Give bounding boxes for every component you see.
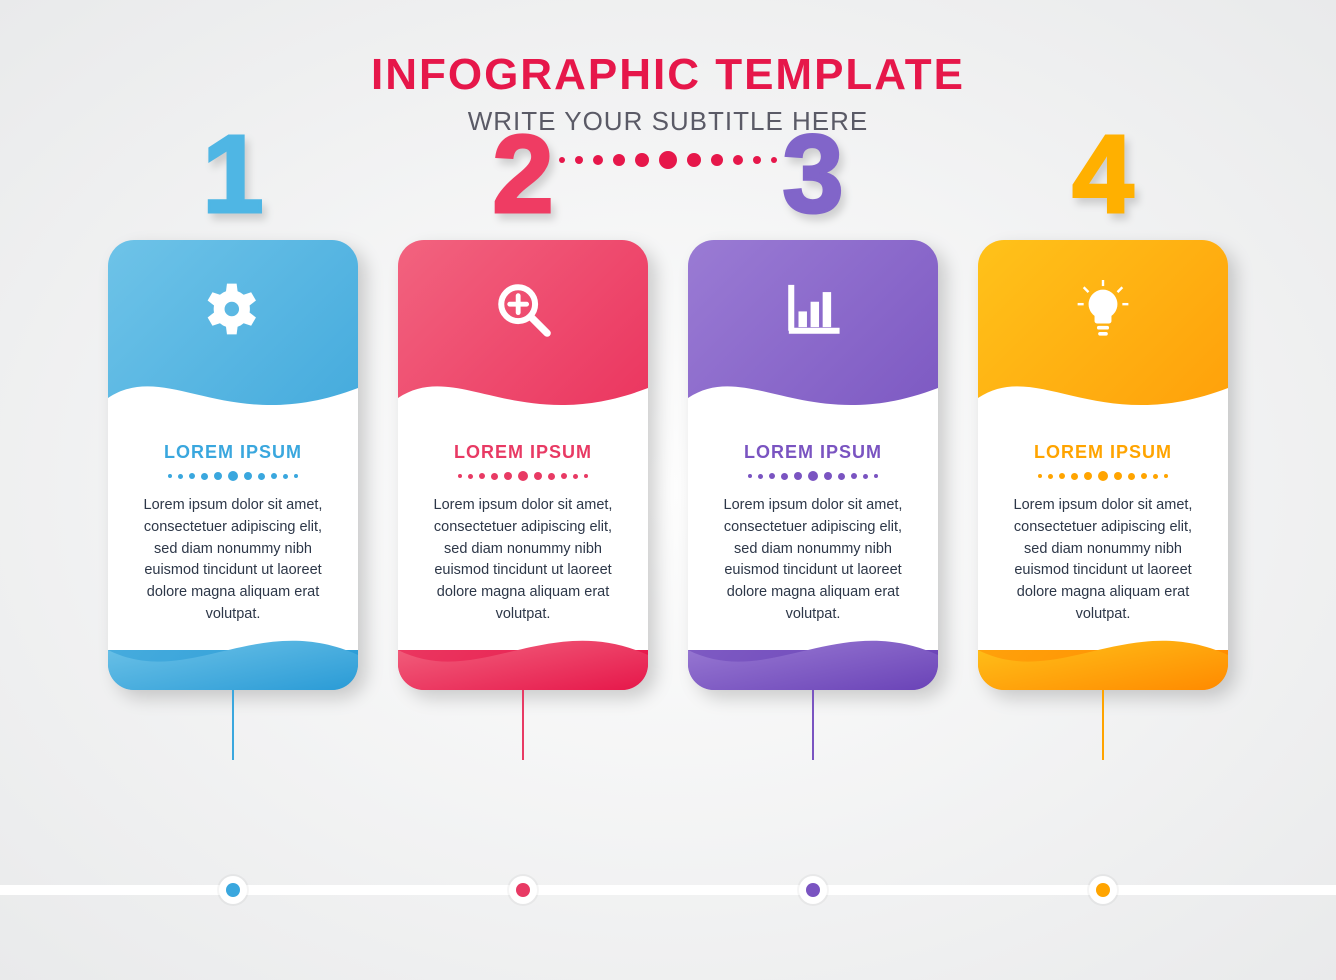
connector-line (1102, 690, 1104, 760)
gear-icon (108, 280, 358, 338)
step-4: 4LOREM IPSUMLorem ipsum dolor sit amet, … (978, 240, 1228, 690)
timeline-node (509, 876, 537, 904)
step-card: LOREM IPSUM Lorem ipsum dolor sit amet, c… (108, 240, 358, 690)
step-dots (132, 471, 334, 481)
step-title: LOREM IPSUM (422, 442, 624, 463)
step-title: LOREM IPSUM (1002, 442, 1204, 463)
step-dots (712, 471, 914, 481)
timeline-node (799, 876, 827, 904)
step-body: LOREM IPSUM Lorem ipsum dolor sit amet, c… (108, 430, 358, 650)
step-body: LOREM IPSUM Lorem ipsum dolor sit amet, c… (398, 430, 648, 650)
connector-line (522, 690, 524, 760)
timeline-bar (0, 885, 1336, 895)
steps-row: 1LOREM IPSUMLorem ipsum dolor sit amet, … (0, 240, 1336, 690)
lightbulb-icon (978, 280, 1228, 338)
bar-chart-icon (688, 280, 938, 338)
connector-line (812, 690, 814, 760)
step-card: LOREM IPSUM Lorem ipsum dolor sit amet, c… (978, 240, 1228, 690)
step-dots (1002, 471, 1204, 481)
step-3: 3LOREM IPSUMLorem ipsum dolor sit amet, … (688, 240, 938, 690)
step-title: LOREM IPSUM (712, 442, 914, 463)
step-text: Lorem ipsum dolor sit amet, consectetuer… (1002, 495, 1204, 626)
step-card: LOREM IPSUM Lorem ipsum dolor sit amet, c… (688, 240, 938, 690)
decor-dot (659, 151, 677, 169)
step-1: 1LOREM IPSUMLorem ipsum dolor sit amet, … (108, 240, 358, 690)
step-number: 3 (688, 120, 938, 230)
connector-line (232, 690, 234, 760)
step-title: LOREM IPSUM (132, 442, 334, 463)
step-card: LOREM IPSUM Lorem ipsum dolor sit amet, c… (398, 240, 648, 690)
step-number: 1 (108, 120, 358, 230)
step-body: LOREM IPSUM Lorem ipsum dolor sit amet, c… (688, 430, 938, 650)
step-body: LOREM IPSUM Lorem ipsum dolor sit amet, c… (978, 430, 1228, 650)
step-number: 2 (398, 120, 648, 230)
step-text: Lorem ipsum dolor sit amet, consectetuer… (422, 495, 624, 626)
step-text: Lorem ipsum dolor sit amet, consectetuer… (132, 495, 334, 626)
timeline-node (219, 876, 247, 904)
step-2: 2LOREM IPSUMLorem ipsum dolor sit amet, … (398, 240, 648, 690)
step-dots (422, 471, 624, 481)
zoom-plus-icon (398, 280, 648, 338)
step-text: Lorem ipsum dolor sit amet, consectetuer… (712, 495, 914, 626)
step-number: 4 (978, 120, 1228, 230)
timeline-node (1089, 876, 1117, 904)
page-title: INFOGRAPHIC TEMPLATE (0, 50, 1336, 100)
